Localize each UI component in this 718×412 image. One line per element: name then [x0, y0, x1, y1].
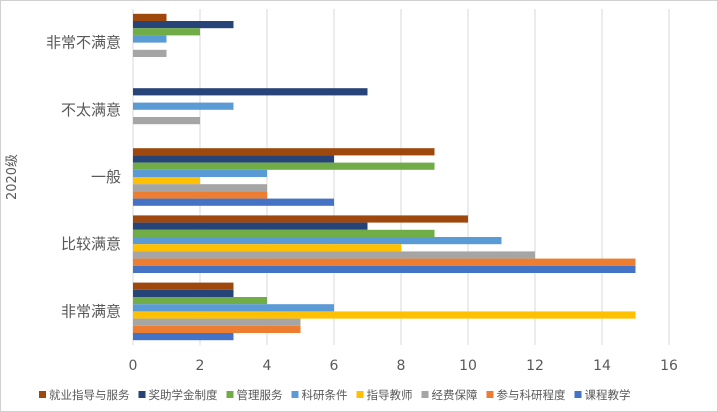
category-label-一般: 一般 — [91, 168, 121, 186]
legend-item-经费保障: 经费保障 — [421, 388, 478, 402]
y-axis-title: 2020级 — [5, 154, 20, 200]
legend-item-参与科研程度: 参与科研程度 — [486, 388, 566, 402]
bar-非常满意-奖助学金制度 — [133, 289, 234, 297]
bars — [133, 13, 636, 341]
bar-不太满意-奖助学金制度 — [133, 88, 368, 96]
legend-item-科研条件: 科研条件 — [291, 388, 348, 402]
legend-item-指导教师: 指导教师 — [356, 388, 413, 402]
bar-比较满意-就业指导与服务 — [133, 215, 468, 223]
x-tick-10: 10 — [459, 358, 477, 374]
legend-swatch-课程教学 — [574, 391, 582, 398]
bar-非常不满意-就业指导与服务 — [133, 13, 167, 21]
bar-比较满意-参与科研程度 — [133, 258, 636, 266]
bar-非常满意-就业指导与服务 — [133, 282, 234, 290]
legend-item-奖助学金制度: 奖助学金制度 — [138, 388, 218, 402]
x-tick-labels: 0 2 4 6 8 10 12 14 16 — [129, 358, 678, 374]
legend-swatch-指导教师 — [356, 391, 364, 398]
legend-label-指导教师: 指导教师 — [367, 388, 413, 402]
bar-非常满意-管理服务 — [133, 297, 267, 305]
bar-比较满意-指导教师 — [133, 244, 401, 252]
legend-swatch-科研条件 — [291, 391, 299, 398]
bar-非常满意-指导教师 — [133, 311, 636, 319]
x-tick-16: 16 — [660, 358, 678, 374]
bar-一般-经费保障 — [133, 184, 267, 192]
bar-比较满意-课程教学 — [133, 265, 636, 273]
x-tick-0: 0 — [129, 358, 138, 374]
bar-非常满意-科研条件 — [133, 304, 334, 312]
category-label-非常满意: 非常满意 — [61, 302, 121, 320]
bar-一般-指导教师 — [133, 177, 200, 185]
bar-一般-管理服务 — [133, 162, 435, 170]
x-tick-14: 14 — [593, 358, 611, 374]
legend-label-奖助学金制度: 奖助学金制度 — [149, 388, 218, 402]
category-label-非常不满意: 非常不满意 — [46, 34, 121, 52]
bar-一般-奖助学金制度 — [133, 155, 334, 163]
bar-非常满意-课程教学 — [133, 333, 234, 341]
legend-label-科研条件: 科研条件 — [302, 388, 348, 402]
bar-一般-参与科研程度 — [133, 191, 267, 199]
legend-swatch-管理服务 — [226, 391, 234, 398]
bar-一般-科研条件 — [133, 169, 267, 177]
bar-比较满意-科研条件 — [133, 237, 502, 245]
bar-非常不满意-管理服务 — [133, 28, 200, 36]
legend-label-管理服务: 管理服务 — [237, 388, 283, 402]
legend-swatch-参与科研程度 — [486, 391, 494, 398]
category-label-不太满意: 不太满意 — [61, 101, 121, 119]
category-label-比较满意: 比较满意 — [61, 235, 121, 253]
legend-swatch-奖助学金制度 — [138, 391, 146, 398]
legend: 就业指导与服务 奖助学金制度 管理服务 科研条件 指导教师 经费保障 参与科研程度 课程教学 — [39, 388, 631, 402]
bar-非常满意-参与科研程度 — [133, 325, 301, 333]
bar-一般-就业指导与服务 — [133, 148, 435, 156]
x-tick-8: 8 — [397, 358, 406, 374]
bar-非常满意-经费保障 — [133, 318, 301, 326]
legend-swatch-就业指导与服务 — [39, 391, 46, 398]
bar-一般-课程教学 — [133, 198, 334, 206]
x-tick-2: 2 — [196, 358, 205, 374]
legend-swatch-经费保障 — [421, 391, 429, 398]
bar-非常不满意-科研条件 — [133, 35, 167, 43]
legend-item-课程教学: 课程教学 — [574, 388, 631, 402]
bar-非常不满意-奖助学金制度 — [133, 21, 234, 29]
bar-不太满意-经费保障 — [133, 117, 200, 125]
bar-比较满意-奖助学金制度 — [133, 222, 368, 230]
bar-比较满意-经费保障 — [133, 251, 535, 259]
legend-label-经费保障: 经费保障 — [432, 388, 478, 402]
bar-比较满意-管理服务 — [133, 229, 435, 237]
legend-item-管理服务: 管理服务 — [226, 388, 283, 402]
legend-label-课程教学: 课程教学 — [585, 388, 631, 402]
legend-label-就业指导与服务: 就业指导与服务 — [49, 388, 130, 402]
x-tick-6: 6 — [330, 358, 339, 374]
x-tick-4: 4 — [263, 358, 272, 374]
legend-label-参与科研程度: 参与科研程度 — [497, 388, 566, 402]
gridlines — [132, 9, 670, 345]
x-tick-12: 12 — [526, 358, 544, 374]
legend-item-就业指导与服务: 就业指导与服务 — [39, 388, 130, 402]
bar-不太满意-科研条件 — [133, 102, 234, 110]
bar-非常不满意-经费保障 — [133, 49, 167, 57]
